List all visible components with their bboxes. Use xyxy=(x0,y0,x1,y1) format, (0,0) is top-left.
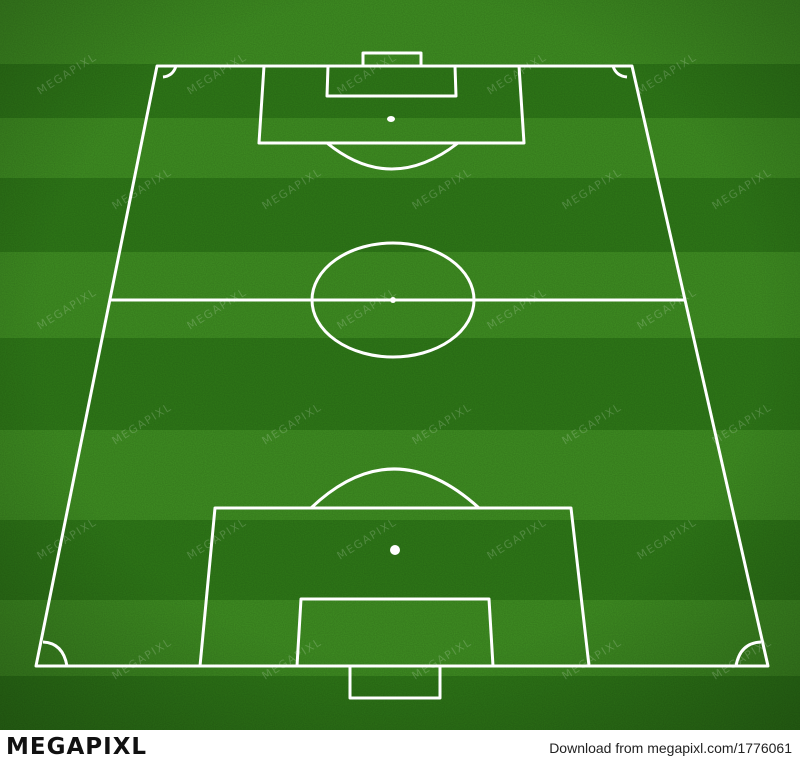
bottom-penalty-arc xyxy=(309,467,481,510)
bottom-goal xyxy=(348,664,442,700)
center-circle xyxy=(310,241,476,359)
corner-arc-top-right xyxy=(611,65,628,79)
football-pitch-image: MEGAPIXL MEGAPIXL MEGAPIXL MEGAPIXL MEGAPIXL… xyxy=(0,0,800,730)
corner-arc-bottom-right xyxy=(734,640,762,667)
corner-arc-top-left xyxy=(162,65,178,79)
center-spot xyxy=(390,297,396,303)
pitch-lines xyxy=(34,51,770,700)
top-penalty-area xyxy=(257,65,526,145)
top-goal xyxy=(361,51,423,68)
corner-arc-bottom-left xyxy=(42,640,69,667)
stock-footer-bar: MEGAPIXL Download from megapixl.com/1776… xyxy=(0,730,800,764)
bottom-penalty-spot xyxy=(390,545,400,555)
megapixl-logo: MEGAPIXL xyxy=(6,734,148,760)
bottom-penalty-area xyxy=(198,506,591,667)
download-link-text[interactable]: Download from megapixl.com/1776061 xyxy=(549,740,792,756)
top-goal-area xyxy=(325,65,458,98)
bottom-goal-area xyxy=(295,597,495,667)
pitch-boundary xyxy=(34,64,770,668)
grass-vignette xyxy=(0,0,800,730)
top-penalty-spot xyxy=(387,116,395,122)
top-penalty-arc xyxy=(326,141,459,171)
